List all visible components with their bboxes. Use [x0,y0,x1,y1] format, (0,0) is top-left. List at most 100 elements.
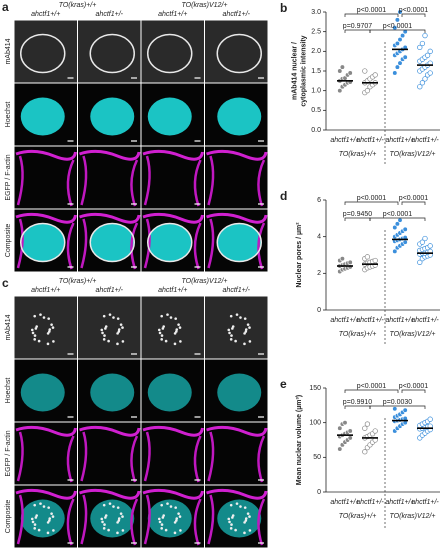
data-point [362,68,368,74]
micrograph [14,485,77,548]
actin [130,498,139,546]
y-tick-label: 4 [317,234,321,241]
micrograph [141,485,204,548]
data-point [372,257,378,264]
pore-spot [228,331,231,335]
pore-spot [48,328,52,331]
pore-spot [160,314,163,318]
pore-spot [246,323,250,326]
nuclear-rim [147,33,193,74]
image-bg [14,20,77,83]
pore-spot [112,505,115,508]
micrograph [205,296,268,359]
micrograph [78,485,141,548]
pore-spot [229,314,233,318]
actin [130,435,139,483]
x-tick-label: ahctf1+/+ [330,137,359,144]
actin [130,222,139,270]
pore-spot [37,528,41,532]
pore-spot [231,325,235,328]
actin [16,431,24,482]
pore-spot [107,339,110,343]
micrograph [205,146,268,209]
pore-spot [243,342,246,346]
data-point [372,428,378,434]
micrograph [14,146,77,209]
micrograph [141,296,204,359]
pore-spot [164,528,168,532]
pore-spot [117,517,121,520]
actin [257,159,266,207]
nucleus [20,223,65,262]
y-tick-label: 1.5 [311,68,321,75]
pore-spot [46,342,50,346]
data-point [419,239,426,245]
nuclear-rim [20,33,66,74]
actin [66,222,75,270]
pore-spot [31,520,35,524]
actin [16,494,24,545]
nucleus [20,97,65,136]
data-point [397,60,403,66]
x-tick-label: ahctf1+/+ [385,499,414,506]
micrograph [78,209,141,272]
x-tick-label: ahctf1+/+ [330,499,359,506]
row-label: Hoechst [5,102,12,128]
actin [80,155,88,206]
pore-spot [179,340,182,343]
nuclear-rim [216,222,262,263]
x-tick-label: ahctf1+/- [411,317,439,324]
pore-spot [157,328,161,332]
data-point [347,70,353,76]
nucleus [217,373,262,412]
pore-spot [33,503,36,507]
column-label: ahctf1+/- [96,11,124,18]
pore-spot [174,506,177,509]
data-point [422,235,428,242]
pore-spot [103,523,106,526]
pore-spot [102,338,106,341]
pore-spot [30,328,34,332]
panel-label: a [2,0,9,14]
data-point [417,84,423,90]
pore-spot [102,503,106,507]
column-label: ahctf1+/- [96,287,124,294]
pore-spot [169,505,173,508]
pore-spot [116,506,120,509]
nucleus [90,499,135,538]
bracket [369,217,426,221]
row-label: Composite [5,224,12,258]
image-bg [141,422,204,485]
y-tick-label: 2.5 [311,29,321,36]
p-value: p<0.0001 [357,7,386,14]
nucleus [217,223,262,262]
pore-spot [234,528,237,532]
pore-spot [116,521,119,524]
actin [193,159,202,207]
actin [79,488,141,500]
y-tick-label: 100 [309,420,321,427]
nuclear-rim [216,33,262,74]
data-point [417,259,423,265]
actin [142,425,204,437]
pore-spot [47,317,50,320]
micrograph [14,209,77,272]
actin [79,149,141,161]
actin [142,149,204,161]
pore-spot [46,332,50,335]
bracket [344,389,399,393]
row-label: Hoechst [5,378,12,404]
x-tick-label: ahctf1+/- [356,317,384,324]
data-point [394,221,401,227]
actin [142,488,204,500]
actin [80,431,88,482]
p-value: p=0.0030 [383,399,412,406]
pore-spot [121,340,125,343]
pore-spot [248,529,252,532]
pore-spot [178,515,182,518]
pore-spot [243,317,247,320]
micrograph [14,20,77,83]
image-bg [141,296,204,359]
data-point [347,428,353,434]
